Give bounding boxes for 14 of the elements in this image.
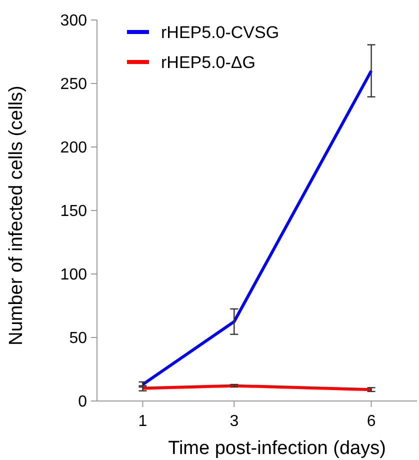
legend-label: rHEP5.0-CVSG (161, 22, 280, 42)
x-tick-label: 6 (366, 413, 376, 430)
y-tick-label: 50 (69, 330, 88, 348)
y-axis-title: Number of infected cells (cells) (6, 86, 27, 346)
y-tick-label: 300 (60, 12, 88, 30)
x-tick-label: 3 (230, 413, 239, 430)
y-tick-label: 150 (60, 203, 88, 220)
y-tick-label: 200 (60, 140, 88, 157)
y-tick-label: 0 (78, 394, 88, 411)
y-tick-label: 250 (60, 76, 88, 94)
x-axis-title: Time post-infection (days) (168, 438, 386, 459)
x-tick-label: 1 (138, 413, 148, 430)
legend-label: rHEP5.0-ΔG (161, 52, 256, 72)
y-tick-label: 100 (60, 266, 88, 284)
